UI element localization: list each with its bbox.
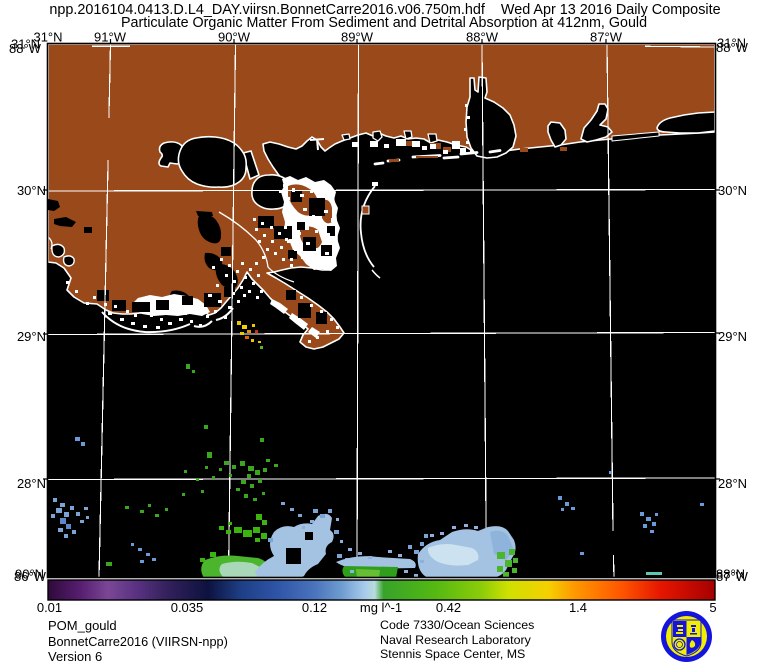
svg-text:86°W: 86°W [14, 569, 47, 584]
svg-text:Stennis Space Center, MS: Stennis Space Center, MS [380, 647, 525, 661]
svg-text:1.4: 1.4 [569, 600, 587, 615]
svg-text:0.42: 0.42 [436, 600, 461, 615]
svg-text:mg l^-1: mg l^-1 [360, 600, 402, 615]
svg-text:91°W: 91°W [94, 30, 127, 45]
svg-text:0.01: 0.01 [37, 600, 62, 615]
svg-text:88°W: 88°W [466, 30, 499, 45]
svg-text:88°N: 88°N [716, 567, 745, 582]
svg-text:90°W: 90°W [218, 30, 251, 45]
svg-text:5: 5 [709, 600, 716, 615]
svg-text:30°N: 30°N [718, 183, 747, 198]
svg-text:Version 6: Version 6 [48, 649, 102, 664]
svg-text:Naval Research Laboratory: Naval Research Laboratory [380, 633, 532, 647]
svg-text:31°N: 31°N [717, 36, 746, 51]
svg-text:89°W: 89°W [341, 30, 374, 45]
svg-text:0.035: 0.035 [171, 600, 204, 615]
svg-text:Particulate Organic Matter Fro: Particulate Organic Matter From Sediment… [121, 15, 647, 31]
svg-text:31°N: 31°N [33, 30, 62, 45]
svg-text:29°N: 29°N [17, 329, 46, 344]
svg-text:BonnetCarre2016 (VIIRSN-npp): BonnetCarre2016 (VIIRSN-npp) [48, 635, 228, 649]
svg-text:88°W: 88°W [716, 40, 749, 55]
svg-text:0.12: 0.12 [302, 600, 327, 615]
svg-text:87°W: 87°W [590, 30, 623, 45]
svg-text:npp.2016104.0413.D.L4_DAY.viir: npp.2016104.0413.D.L4_DAY.viirsn.BonnetC… [49, 2, 720, 18]
svg-text:28°N: 28°N [17, 476, 46, 491]
svg-text:Code 7330/Ocean Sciences: Code 7330/Ocean Sciences [380, 618, 534, 632]
svg-text:87°W: 87°W [716, 569, 749, 584]
svg-text:29°N: 29°N [718, 329, 747, 344]
svg-text:30°N: 30°N [17, 183, 46, 198]
svg-text:31°N: 31°N [11, 37, 40, 52]
svg-text:28°N: 28°N [718, 476, 747, 491]
svg-text:90°N: 90°N [15, 567, 44, 582]
svg-text:POM_gould: POM_gould [48, 618, 117, 633]
svg-text:88°W: 88°W [9, 41, 42, 56]
